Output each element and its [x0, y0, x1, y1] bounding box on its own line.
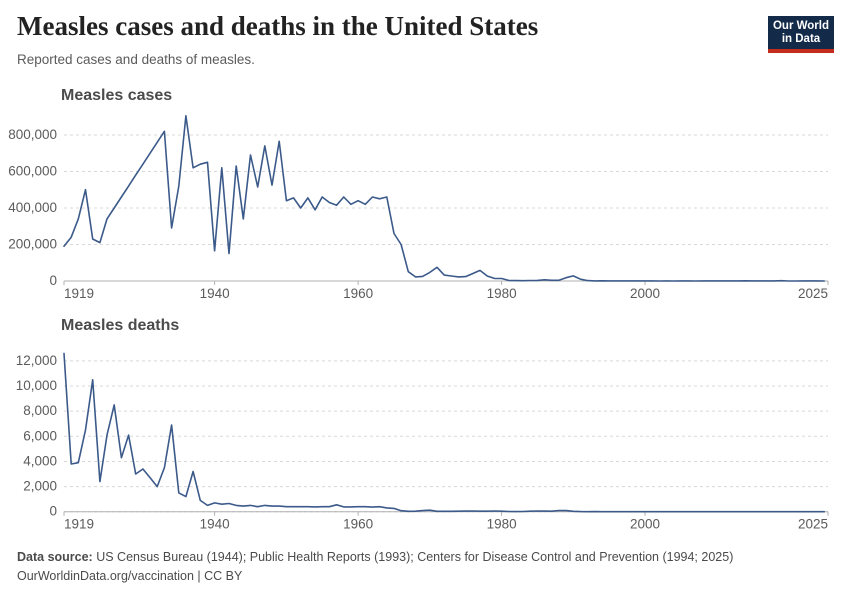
svg-text:2000: 2000 — [630, 517, 660, 532]
svg-text:0: 0 — [49, 504, 57, 519]
svg-text:1940: 1940 — [200, 286, 230, 301]
svg-text:1960: 1960 — [343, 517, 373, 532]
svg-text:600,000: 600,000 — [8, 163, 57, 178]
svg-text:2025: 2025 — [798, 286, 828, 301]
svg-text:2025: 2025 — [798, 517, 828, 532]
svg-text:800,000: 800,000 — [8, 127, 57, 142]
svg-text:2,000: 2,000 — [23, 479, 57, 494]
svg-text:6,000: 6,000 — [23, 428, 57, 443]
svg-text:2000: 2000 — [630, 286, 660, 301]
svg-text:1919: 1919 — [64, 517, 94, 532]
svg-text:1919: 1919 — [64, 286, 94, 301]
svg-text:1980: 1980 — [487, 286, 517, 301]
svg-text:1960: 1960 — [343, 286, 373, 301]
svg-text:0: 0 — [49, 273, 57, 288]
svg-text:12,000: 12,000 — [16, 353, 57, 368]
svg-text:400,000: 400,000 — [8, 200, 57, 215]
svg-text:8,000: 8,000 — [23, 403, 57, 418]
svg-text:10,000: 10,000 — [16, 378, 57, 393]
svg-text:200,000: 200,000 — [8, 236, 57, 251]
svg-text:4,000: 4,000 — [23, 453, 57, 468]
svg-text:1940: 1940 — [200, 517, 230, 532]
svg-text:1980: 1980 — [487, 517, 517, 532]
